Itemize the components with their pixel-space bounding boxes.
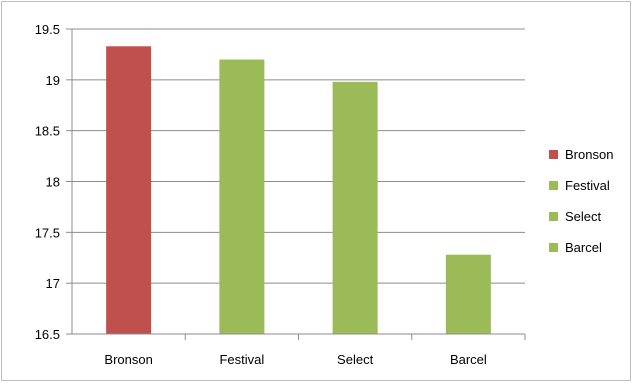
legend-swatch-bronson	[549, 150, 558, 159]
y-tick-label: 18	[46, 175, 60, 190]
bar-bronson	[106, 46, 152, 335]
bar-barcel	[445, 254, 491, 334]
y-tick-label: 18.5	[35, 124, 60, 139]
legend-swatch-barcel	[549, 243, 558, 252]
y-tick-label: 17	[46, 276, 60, 291]
y-tick-labels: 16.5 17 17.5 18 18.5 19 19.5	[35, 22, 60, 342]
legend-label-bronson: Bronson	[565, 147, 613, 162]
y-tick-label: 19	[46, 73, 60, 88]
bars	[106, 46, 491, 335]
bar-select	[332, 81, 378, 334]
legend-swatch-select	[549, 212, 558, 221]
y-tick-label: 17.5	[35, 225, 60, 240]
legend-label-select: Select	[565, 209, 602, 224]
legend-label-barcel: Barcel	[565, 240, 602, 255]
x-tick-label: Select	[337, 352, 374, 367]
axes	[71, 29, 526, 340]
x-tick-label: Barcel	[450, 352, 487, 367]
bar-festival	[219, 59, 265, 334]
legend: Bronson Festival Select Barcel	[549, 147, 613, 255]
legend-swatch-festival	[549, 181, 558, 190]
x-tick-label: Festival	[219, 352, 264, 367]
legend-label-festival: Festival	[565, 178, 610, 193]
x-tick-labels: Bronson Festival Select Barcel	[104, 352, 486, 367]
y-tick-label: 19.5	[35, 22, 60, 37]
y-tick-label: 16.5	[35, 327, 60, 342]
x-tick-label: Bronson	[104, 352, 152, 367]
